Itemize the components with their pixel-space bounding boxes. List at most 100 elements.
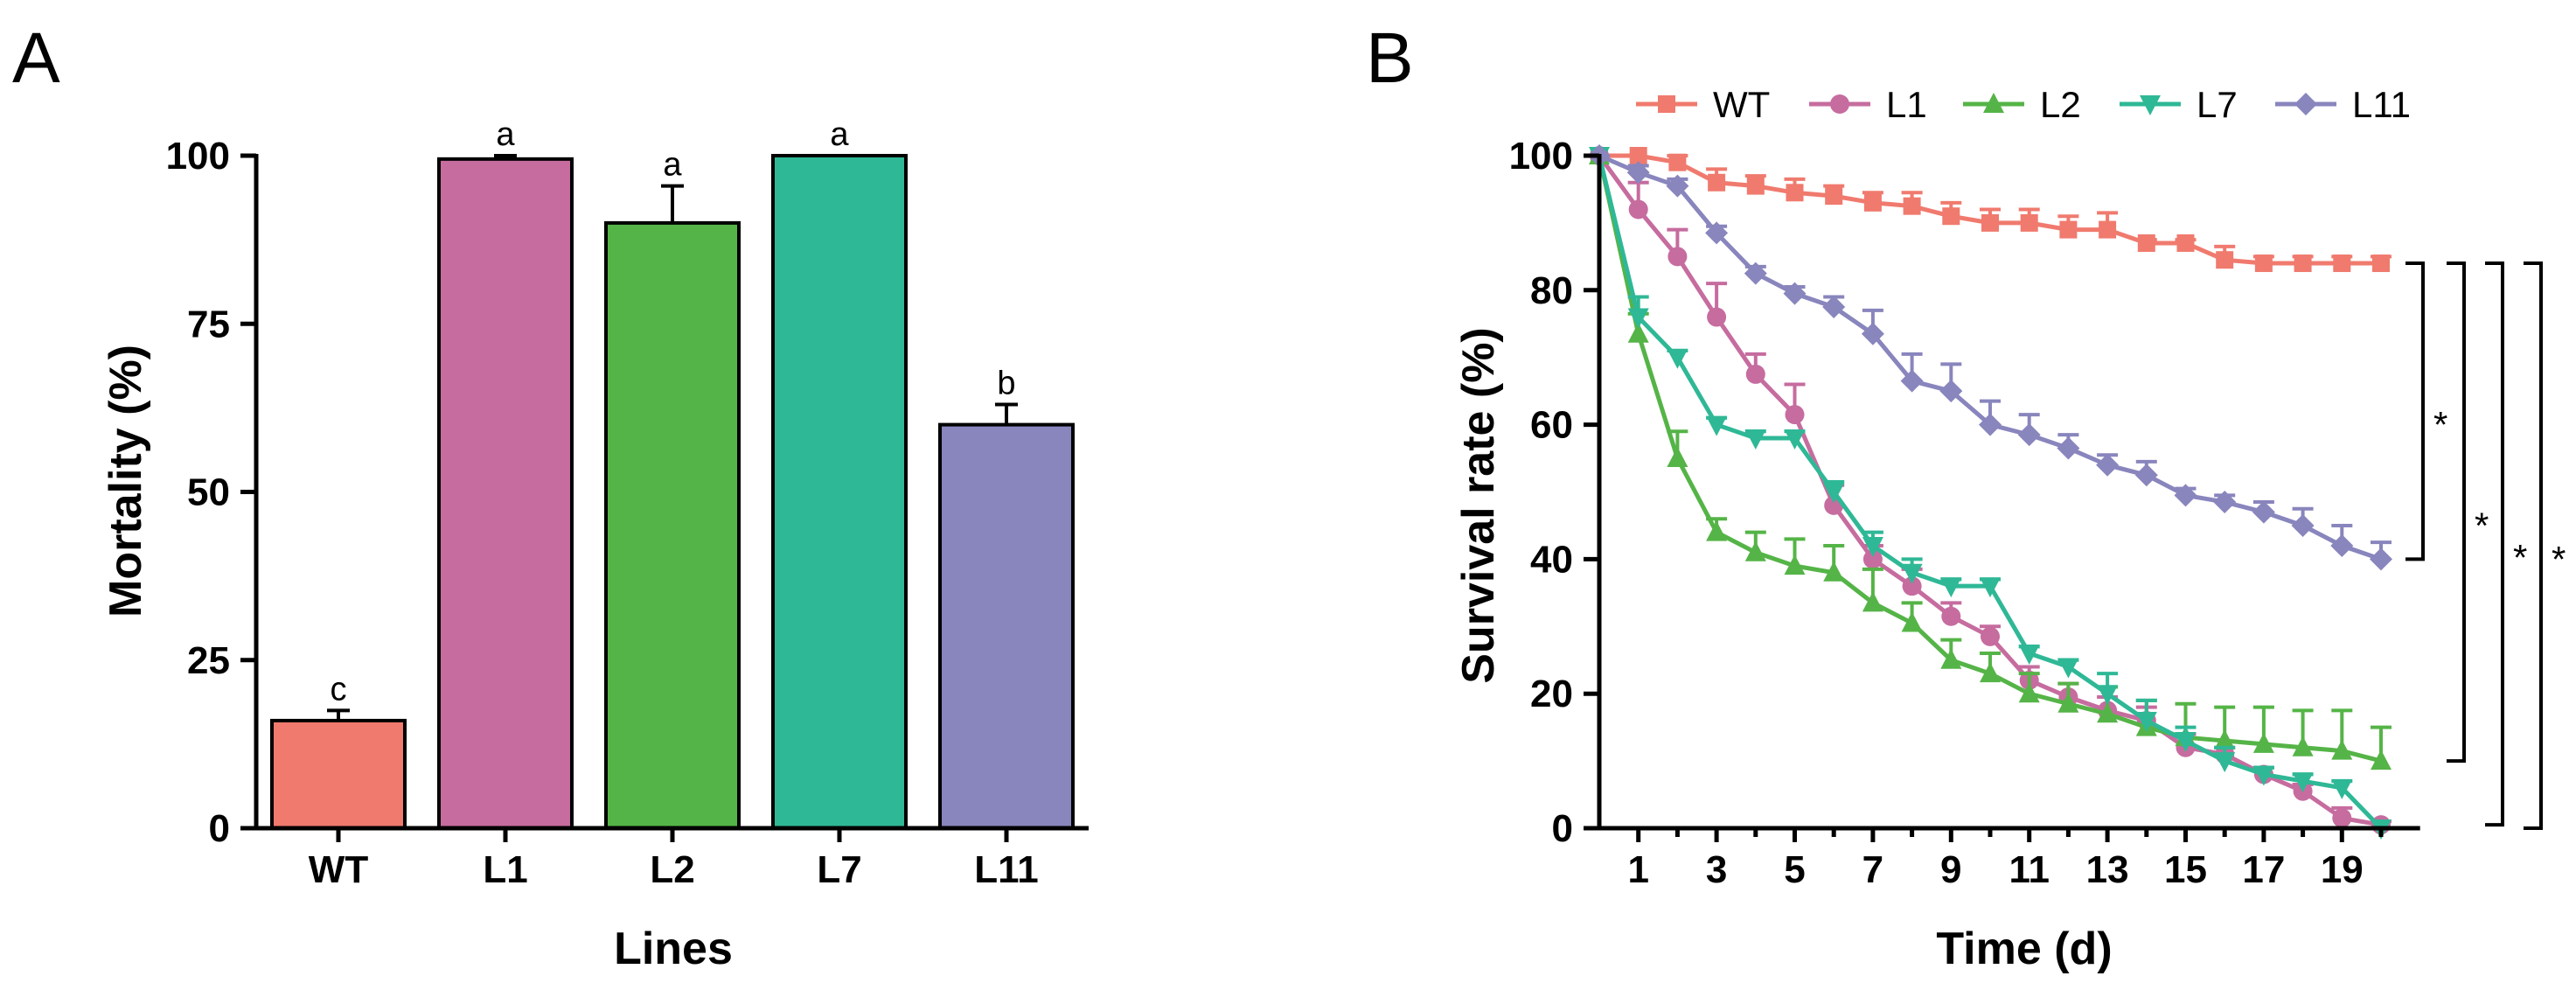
legend-label-wt: WT bbox=[1713, 84, 1770, 125]
data-point-l11 bbox=[2057, 436, 2080, 460]
y-tick-label: 60 bbox=[1530, 404, 1573, 447]
data-point-l2 bbox=[1744, 540, 1766, 561]
bar-chart-axes: WT L1 L2 L7 L11 0 25 50 75 100 bbox=[166, 135, 1089, 891]
data-point-l11 bbox=[1666, 174, 1689, 198]
data-point-l1 bbox=[1745, 364, 1765, 384]
x-tick-label: 11 bbox=[2009, 848, 2050, 891]
legend-marker-l2 bbox=[1983, 93, 2004, 113]
x-axis-title: Time (d) bbox=[1936, 924, 2112, 974]
significance-label-wt: c bbox=[331, 671, 347, 708]
data-point-wt bbox=[1863, 193, 1882, 212]
data-point-l11 bbox=[1979, 413, 2002, 436]
x-tick-label: 5 bbox=[1784, 848, 1805, 891]
significance-bracket bbox=[2405, 261, 2425, 561]
data-point-l11 bbox=[2096, 453, 2120, 477]
x-tick-label: 15 bbox=[2164, 848, 2207, 891]
data-point-l11 bbox=[2174, 484, 2197, 507]
data-point-wt bbox=[1629, 147, 1647, 164]
series-l1 bbox=[1590, 146, 2392, 835]
data-point-l7 bbox=[1901, 563, 1923, 584]
significance-star: * bbox=[2475, 505, 2489, 547]
data-point-l7 bbox=[2018, 645, 2040, 666]
data-point-l7 bbox=[2057, 658, 2079, 679]
bar-l2 bbox=[604, 220, 741, 830]
x-tick-label: L2 bbox=[650, 848, 694, 891]
data-point-l2 bbox=[2018, 682, 2040, 703]
data-point-l7 bbox=[1862, 537, 1883, 558]
bar-l11 bbox=[938, 422, 1075, 830]
legend-marker-l11 bbox=[2294, 93, 2317, 115]
data-point-l7 bbox=[1980, 577, 2001, 598]
significance-star: * bbox=[2552, 539, 2566, 580]
data-point-l7 bbox=[2292, 772, 2314, 793]
x-axis-title: Lines bbox=[614, 924, 733, 974]
legend-marker-l1 bbox=[1830, 94, 1849, 114]
data-point-wt bbox=[2333, 254, 2351, 273]
data-point-l7 bbox=[1706, 415, 1728, 436]
data-point-l2 bbox=[2331, 739, 2353, 760]
series-group bbox=[1588, 144, 2392, 840]
data-point-wt bbox=[2059, 220, 2078, 239]
data-point-l7 bbox=[1784, 429, 1806, 450]
data-point-l2 bbox=[1706, 520, 1728, 541]
data-point-l11 bbox=[2213, 491, 2237, 514]
data-point-wt bbox=[1668, 153, 1687, 171]
data-point-l11 bbox=[2291, 513, 2315, 537]
data-point-l2 bbox=[2292, 736, 2314, 756]
significance-label-l1: a bbox=[496, 116, 515, 153]
significance-label-l2: a bbox=[663, 147, 682, 184]
significance-star: * bbox=[2433, 404, 2447, 445]
data-point-l7 bbox=[2214, 752, 2236, 773]
legend-label-l11: L11 bbox=[2352, 84, 2411, 125]
data-point-l1 bbox=[2332, 808, 2352, 828]
significance-label-l7: a bbox=[830, 116, 849, 153]
series-l7 bbox=[1589, 147, 2392, 840]
data-point-l7 bbox=[1940, 577, 1962, 598]
y-tick-label: 0 bbox=[209, 807, 230, 850]
panel-b-label: B bbox=[1366, 18, 1414, 98]
data-point-l7 bbox=[2135, 711, 2157, 732]
data-point-l11 bbox=[1744, 261, 1767, 285]
legend-label-l7: L7 bbox=[2197, 84, 2238, 125]
data-point-l7 bbox=[1823, 483, 1845, 504]
x-tick-label: L11 bbox=[974, 848, 1038, 891]
x-tick-label: 19 bbox=[2321, 848, 2364, 891]
data-point-l7 bbox=[2097, 685, 2119, 706]
data-point-wt bbox=[1981, 213, 1999, 232]
data-point-l1 bbox=[1667, 247, 1688, 267]
series-l11 bbox=[1588, 144, 2392, 571]
data-point-l2 bbox=[2252, 732, 2274, 753]
data-point-wt bbox=[2176, 234, 2195, 252]
x-tick-label: 17 bbox=[2242, 848, 2285, 891]
y-axis-title: Mortality (%) bbox=[101, 345, 151, 617]
y-tick-label: 20 bbox=[1530, 673, 1573, 715]
data-point-l11 bbox=[2370, 547, 2392, 571]
data-point-wt bbox=[1746, 177, 1765, 195]
data-point-l2 bbox=[1901, 611, 1923, 632]
data-point-l11 bbox=[2330, 534, 2354, 558]
x-tick-label: L1 bbox=[483, 848, 527, 891]
y-tick-label: 40 bbox=[1530, 538, 1573, 581]
data-point-l11 bbox=[1626, 161, 1650, 185]
data-point-l11 bbox=[2017, 423, 2041, 447]
significance-star: * bbox=[2513, 537, 2527, 578]
data-point-wt bbox=[2216, 251, 2234, 269]
x-tick-label: 7 bbox=[1862, 848, 1883, 891]
data-point-wt bbox=[2294, 254, 2312, 273]
data-point-wt bbox=[1903, 197, 1921, 215]
y-tick-label: 25 bbox=[187, 639, 230, 682]
bar-l7 bbox=[771, 154, 908, 830]
data-point-wt bbox=[2020, 213, 2038, 232]
data-point-l7 bbox=[1667, 348, 1688, 369]
x-tick-label: 1 bbox=[1627, 848, 1648, 891]
data-point-wt bbox=[2137, 234, 2155, 252]
legend-label-l1: L1 bbox=[1886, 84, 1927, 125]
data-point-l2 bbox=[1940, 648, 1962, 669]
bar-l1 bbox=[437, 157, 574, 831]
bar-group: c a a a b bbox=[270, 116, 1075, 831]
data-point-wt bbox=[1786, 184, 1804, 202]
x-tick-label: 9 bbox=[1940, 848, 1961, 891]
significance-bracket bbox=[2447, 261, 2466, 763]
legend-marker-l7 bbox=[2140, 95, 2161, 115]
data-point-l7 bbox=[2175, 732, 2197, 753]
